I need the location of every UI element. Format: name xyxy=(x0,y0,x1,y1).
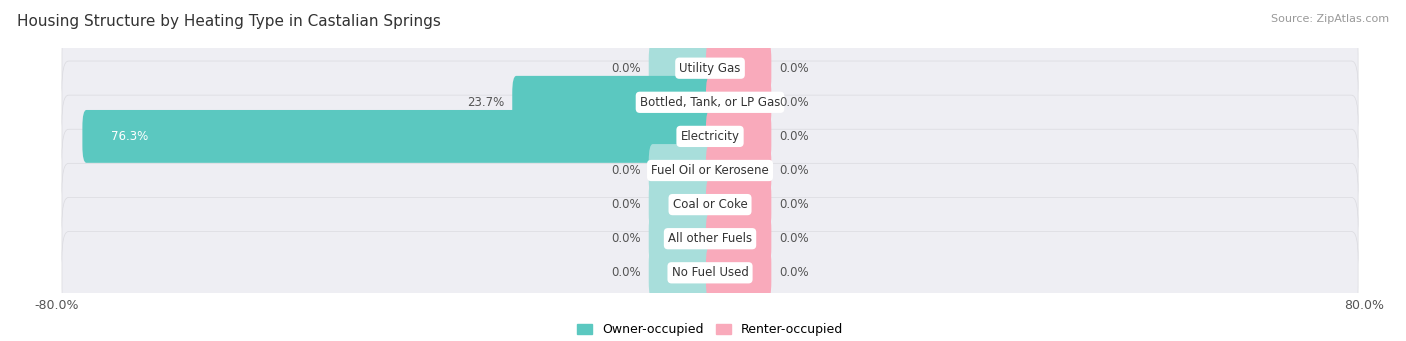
FancyBboxPatch shape xyxy=(648,144,714,197)
FancyBboxPatch shape xyxy=(648,178,714,231)
Text: 0.0%: 0.0% xyxy=(779,266,808,279)
FancyBboxPatch shape xyxy=(706,178,772,231)
FancyBboxPatch shape xyxy=(706,110,772,163)
FancyBboxPatch shape xyxy=(62,232,1358,314)
Text: 23.7%: 23.7% xyxy=(467,96,505,109)
Text: 0.0%: 0.0% xyxy=(612,164,641,177)
Text: Electricity: Electricity xyxy=(681,130,740,143)
Text: 0.0%: 0.0% xyxy=(779,130,808,143)
Text: No Fuel Used: No Fuel Used xyxy=(672,266,748,279)
FancyBboxPatch shape xyxy=(648,42,714,95)
Text: Source: ZipAtlas.com: Source: ZipAtlas.com xyxy=(1271,14,1389,24)
FancyBboxPatch shape xyxy=(62,95,1358,178)
FancyBboxPatch shape xyxy=(706,212,772,265)
Text: 0.0%: 0.0% xyxy=(612,198,641,211)
Text: 0.0%: 0.0% xyxy=(612,62,641,75)
Text: 0.0%: 0.0% xyxy=(779,198,808,211)
FancyBboxPatch shape xyxy=(62,61,1358,144)
FancyBboxPatch shape xyxy=(648,212,714,265)
Text: Coal or Coke: Coal or Coke xyxy=(672,198,748,211)
FancyBboxPatch shape xyxy=(62,163,1358,246)
Text: Utility Gas: Utility Gas xyxy=(679,62,741,75)
FancyBboxPatch shape xyxy=(62,27,1358,109)
FancyBboxPatch shape xyxy=(648,247,714,299)
Text: 0.0%: 0.0% xyxy=(779,96,808,109)
Text: 76.3%: 76.3% xyxy=(111,130,148,143)
Text: 0.0%: 0.0% xyxy=(612,266,641,279)
FancyBboxPatch shape xyxy=(62,129,1358,212)
Text: All other Fuels: All other Fuels xyxy=(668,232,752,245)
Text: Fuel Oil or Kerosene: Fuel Oil or Kerosene xyxy=(651,164,769,177)
Text: Housing Structure by Heating Type in Castalian Springs: Housing Structure by Heating Type in Cas… xyxy=(17,14,440,29)
FancyBboxPatch shape xyxy=(62,197,1358,280)
FancyBboxPatch shape xyxy=(706,42,772,95)
FancyBboxPatch shape xyxy=(512,76,714,129)
Text: Bottled, Tank, or LP Gas: Bottled, Tank, or LP Gas xyxy=(640,96,780,109)
FancyBboxPatch shape xyxy=(706,247,772,299)
FancyBboxPatch shape xyxy=(83,110,714,163)
Text: 0.0%: 0.0% xyxy=(779,232,808,245)
FancyBboxPatch shape xyxy=(706,144,772,197)
Legend: Owner-occupied, Renter-occupied: Owner-occupied, Renter-occupied xyxy=(572,318,848,341)
Text: 0.0%: 0.0% xyxy=(779,62,808,75)
FancyBboxPatch shape xyxy=(706,76,772,129)
Text: 0.0%: 0.0% xyxy=(779,164,808,177)
Text: 0.0%: 0.0% xyxy=(612,232,641,245)
